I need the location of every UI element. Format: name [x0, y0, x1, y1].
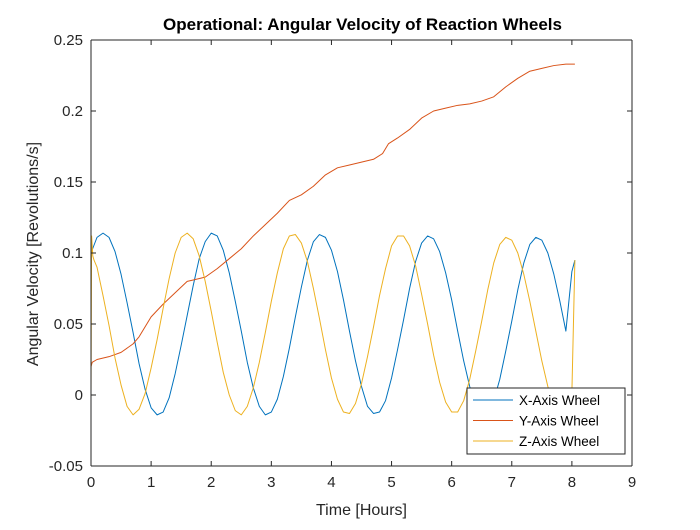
x-tick-label: 9 — [628, 474, 636, 491]
x-tick-label: 4 — [327, 474, 335, 491]
y-tick-label: 0 — [75, 387, 83, 404]
x-tick-label: 3 — [267, 474, 275, 491]
x-tick-label: 0 — [87, 474, 95, 491]
chart-title: Operational: Angular Velocity of Reactio… — [163, 15, 562, 34]
y-tick-label: 0.25 — [54, 32, 83, 49]
x-tick-label: 6 — [447, 474, 455, 491]
x-tick-label: 1 — [147, 474, 155, 491]
legend-label: Y-Axis Wheel — [519, 414, 599, 429]
series-line-2 — [90, 63, 575, 367]
legend: X-Axis Wheel Y-Axis Wheel Z-Axis Wheel — [466, 387, 626, 455]
y-tick-label: -0.05 — [49, 458, 83, 475]
y-tick-label: 0.15 — [54, 174, 83, 191]
x-tick-label: 8 — [568, 474, 576, 491]
x-axis-label: Time [Hours] — [316, 502, 407, 519]
y-tick-label: 0.1 — [62, 245, 83, 262]
x-tick-label: 2 — [207, 474, 215, 491]
x-tick-label: 5 — [387, 474, 395, 491]
legend-label: Z-Axis Wheel — [519, 434, 599, 449]
y-tick-label: 0.2 — [62, 103, 83, 120]
series-line-3 — [90, 232, 576, 416]
y-tick-label: 0.05 — [54, 316, 83, 333]
x-tick-label: 7 — [508, 474, 516, 491]
legend-label: X-Axis Wheel — [519, 393, 600, 408]
y-axis-label: Angular Velocity [Revolutions/s] — [25, 142, 42, 366]
